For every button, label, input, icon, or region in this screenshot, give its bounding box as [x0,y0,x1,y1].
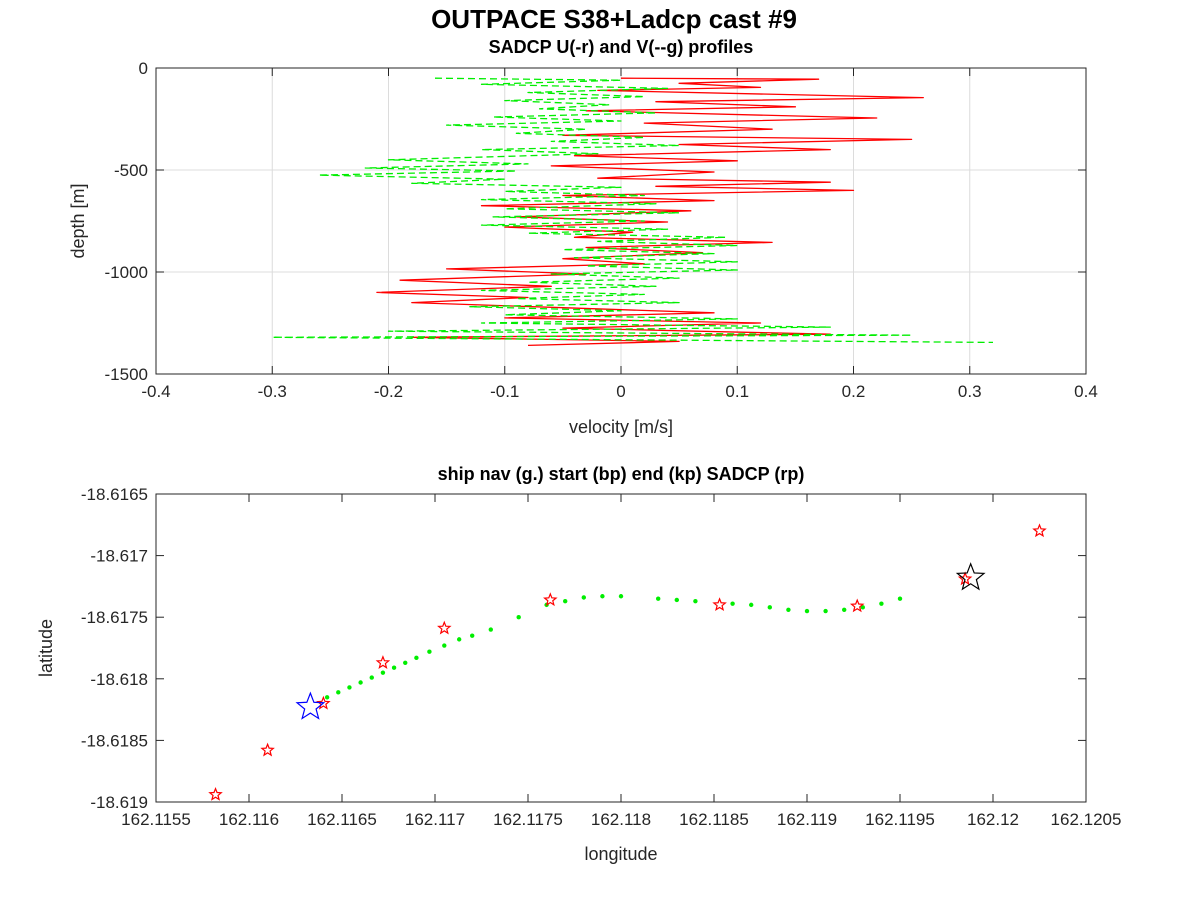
x-tick-label: 162.12 [967,810,1019,829]
point-sadcp [1032,523,1047,538]
profile-x-axis-label: velocity [m/s] [569,417,673,437]
x-tick-label: 0.1 [725,382,749,401]
point-ship-nav [804,608,810,614]
point-ship-nav [879,601,884,606]
point-ship-nav [347,685,352,690]
point-sadcp [957,571,973,586]
point-sadcp [375,655,391,669]
ship-nav-chart: 162.1155 162.116 162.1165 162.117 162.1175 16… [36,464,1121,864]
y-tick-label: -18.6175 [81,608,148,627]
y-tick-label: 0 [139,59,148,78]
x-tick-label: 162.1175 [493,810,563,829]
point-ship-nav [860,605,865,610]
point-ship-nav [403,660,408,665]
profile-chart-title: SADCP U(-r) and V(--g) profiles [489,37,754,57]
point-ship-nav [656,596,661,601]
point-ship-nav [600,594,605,599]
point-sadcp [849,598,865,613]
y-tick-label: -500 [114,161,148,180]
x-tick-label: 162.1195 [865,810,935,829]
point-sadcp [316,695,331,710]
x-tick-label: 162.118 [591,810,651,829]
point-sadcp [437,620,452,635]
point-sadcp [208,786,223,801]
y-tick-label: -1000 [105,263,148,282]
x-tick-label: -0.3 [258,382,287,401]
point-ship-nav [897,596,903,601]
x-tick-label: 0.4 [1074,382,1098,401]
point-ship-nav [427,649,432,654]
y-tick-label: -18.6165 [81,485,148,504]
point-ship-nav [414,655,419,661]
point-sadcp [712,597,727,612]
point-ship-nav [581,595,586,600]
figure-title: OUTPACE S38+Ladcp cast #9 [431,4,797,34]
ship-nav-chart-title: ship nav (g.) start (bp) end (kp) SADCP … [438,464,805,484]
x-tick-label: 162.1165 [307,810,377,829]
point-ship-nav [693,598,698,604]
point-ship-nav [470,633,475,638]
series-line-u [376,77,924,347]
point-ship-nav [618,594,624,599]
point-ship-nav [391,665,397,670]
x-tick-label: -0.2 [374,382,403,401]
point-ship-nav [767,605,772,610]
x-tick-label: 162.1185 [679,810,749,829]
x-tick-label: 162.119 [777,810,837,829]
point-ship-nav [442,643,447,648]
point-ship-nav [336,690,341,695]
y-tick-label: -18.617 [90,547,148,566]
point-sadcp [543,592,558,607]
x-tick-label: 162.116 [219,810,279,829]
point-ship-nav [730,601,735,606]
point-ship-nav [563,598,568,604]
x-tick-label: 0 [616,382,625,401]
point-ship-nav [324,695,330,700]
y-tick-label: -18.6185 [81,731,148,750]
profile-chart: -0.4 -0.3 -0.2 -0.1 0 0.1 0.2 0.3 0.4 0 -500 -1000 -… [68,37,1098,437]
point-end [955,562,986,591]
point-ship-nav [842,607,847,613]
profile-y-axis-label: depth [m] [68,183,88,258]
point-ship-nav [823,608,828,614]
point-ship-nav [456,637,462,642]
point-ship-nav [369,675,374,680]
point-ship-nav [749,602,754,608]
x-tick-label: 162.117 [405,810,465,829]
x-tick-label: -0.4 [141,382,170,401]
ship-nav-x-axis-label: longitude [584,844,657,864]
x-tick-label: 162.1205 [1051,810,1122,829]
y-tick-label: -18.618 [90,670,148,689]
x-tick-label: 162.1155 [121,810,191,829]
point-sadcp [260,742,275,757]
point-ship-nav [380,670,386,675]
series-line-v [271,77,994,344]
point-ship-nav [516,615,521,620]
ship-nav-y-axis-label: latitude [36,619,56,677]
x-tick-label: 0.2 [842,382,866,401]
point-ship-nav [358,680,363,685]
point-ship-nav [488,627,493,632]
y-tick-label: -18.619 [90,793,148,812]
point-ship-nav [674,597,679,603]
x-tick-label: 0.3 [958,382,982,401]
x-tick-label: -0.1 [490,382,519,401]
point-start [295,691,326,720]
point-ship-nav [786,607,791,613]
y-tick-label: -1500 [105,365,148,384]
